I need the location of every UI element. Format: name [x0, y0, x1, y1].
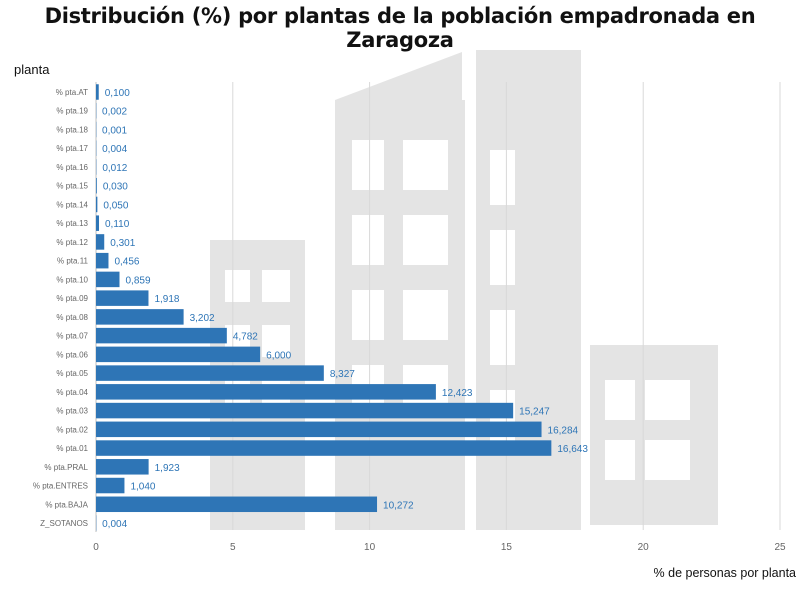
y-tick-label: % pta.11	[57, 257, 89, 266]
data-label: 0,456	[114, 257, 139, 268]
y-tick-label: % pta.12	[56, 238, 88, 247]
data-label: 1,923	[155, 463, 180, 474]
data-label: 0,110	[105, 219, 130, 230]
data-label: 1,918	[154, 294, 179, 305]
watermark-window	[262, 325, 290, 357]
watermark-window	[403, 215, 448, 265]
data-label: 1,040	[130, 482, 155, 493]
y-tick-label: % pta.04	[56, 388, 88, 397]
bar	[96, 346, 261, 363]
x-tick-label: 5	[230, 542, 236, 553]
bar	[96, 477, 125, 494]
y-tick-label: % pta.19	[56, 107, 88, 116]
watermark-building	[590, 345, 718, 525]
y-tick-label: % pta.08	[56, 313, 88, 322]
data-label: 15,247	[519, 407, 550, 418]
data-label: 0,001	[102, 125, 127, 136]
bar	[96, 177, 97, 194]
data-label: 16,643	[557, 444, 588, 455]
data-label: 10,272	[383, 500, 414, 511]
y-tick-label: % pta.05	[56, 369, 88, 378]
bar	[96, 215, 100, 231]
bar	[96, 459, 149, 475]
data-label: 0,030	[103, 182, 128, 193]
watermark-window	[403, 290, 448, 340]
watermark-building	[476, 50, 581, 530]
y-axis-label: planta	[14, 62, 50, 77]
bar	[96, 421, 542, 438]
y-tick-label: % pta.BAJA	[45, 500, 88, 509]
watermark-window	[490, 310, 515, 365]
watermark-window	[490, 150, 515, 205]
y-tick-label: % pta.AT	[56, 88, 88, 97]
bar	[96, 234, 105, 250]
watermark-window	[403, 140, 448, 190]
y-tick-label: % pta.17	[56, 144, 88, 153]
data-label: 3,202	[190, 313, 215, 324]
bar	[96, 365, 324, 381]
y-tick-label: % pta.09	[56, 294, 88, 303]
data-label: 12,423	[442, 388, 473, 399]
y-tick-label: % pta.01	[56, 444, 88, 453]
watermark-window	[605, 440, 635, 480]
y-tick-label: % pta.15	[56, 182, 88, 191]
watermark-building	[476, 50, 580, 120]
data-label: 0,859	[126, 275, 151, 286]
data-label: 16,284	[548, 425, 579, 436]
data-label: 4,782	[233, 332, 258, 343]
watermark-window	[490, 230, 515, 285]
y-tick-label: % pta.16	[56, 163, 88, 172]
watermark-window	[645, 380, 690, 420]
data-label: 0,050	[103, 200, 128, 211]
y-tick-label: % pta.07	[56, 332, 88, 341]
y-tick-label: % pta.06	[56, 350, 88, 359]
y-tick-label: % pta.PRAL	[44, 463, 88, 472]
bar	[96, 440, 552, 456]
x-tick-label: 20	[638, 542, 650, 553]
y-tick-label: % pta.13	[56, 219, 88, 228]
y-tick-label: Z_SOTANOS	[40, 519, 88, 528]
watermark-window	[352, 215, 384, 265]
y-tick-label: % pta.02	[56, 425, 88, 434]
bar	[96, 84, 99, 100]
data-label: 0,004	[102, 144, 127, 155]
x-tick-label: 25	[774, 542, 786, 553]
bar	[96, 196, 98, 213]
bar	[96, 271, 120, 288]
watermark-window	[225, 270, 250, 302]
data-label: 0,012	[102, 163, 127, 174]
data-label: 8,327	[330, 369, 355, 380]
watermark-window	[352, 290, 384, 340]
y-tick-label: % pta.ENTRES	[33, 482, 88, 491]
chart-title: Distribución (%) por plantas de la pobla…	[44, 4, 756, 52]
data-label: 0,004	[102, 519, 127, 530]
data-label: 0,301	[110, 238, 135, 249]
bar	[96, 309, 184, 325]
bar	[96, 496, 378, 513]
x-tick-label: 10	[364, 542, 376, 553]
y-tick-label: % pta.18	[56, 125, 88, 134]
watermark-window	[645, 440, 690, 480]
watermark-window	[262, 270, 290, 302]
data-label: 0,100	[105, 88, 130, 99]
bar	[96, 327, 227, 344]
data-label: 6,000	[266, 350, 291, 361]
y-tick-label: % pta.03	[56, 407, 88, 416]
y-tick-label: % pta.14	[56, 200, 88, 209]
x-tick-label: 0	[93, 542, 99, 553]
watermark-window	[605, 380, 635, 420]
bar	[96, 384, 436, 400]
y-tick-label: % pta.10	[56, 275, 88, 284]
bar	[96, 402, 514, 419]
x-tick-label: 15	[501, 542, 513, 553]
bar	[96, 290, 149, 306]
watermark-window	[352, 140, 384, 190]
data-label: 0,002	[102, 107, 127, 118]
x-axis-label: % de personas por planta	[653, 566, 796, 580]
watermark-building	[335, 52, 462, 100]
bar	[96, 252, 109, 269]
